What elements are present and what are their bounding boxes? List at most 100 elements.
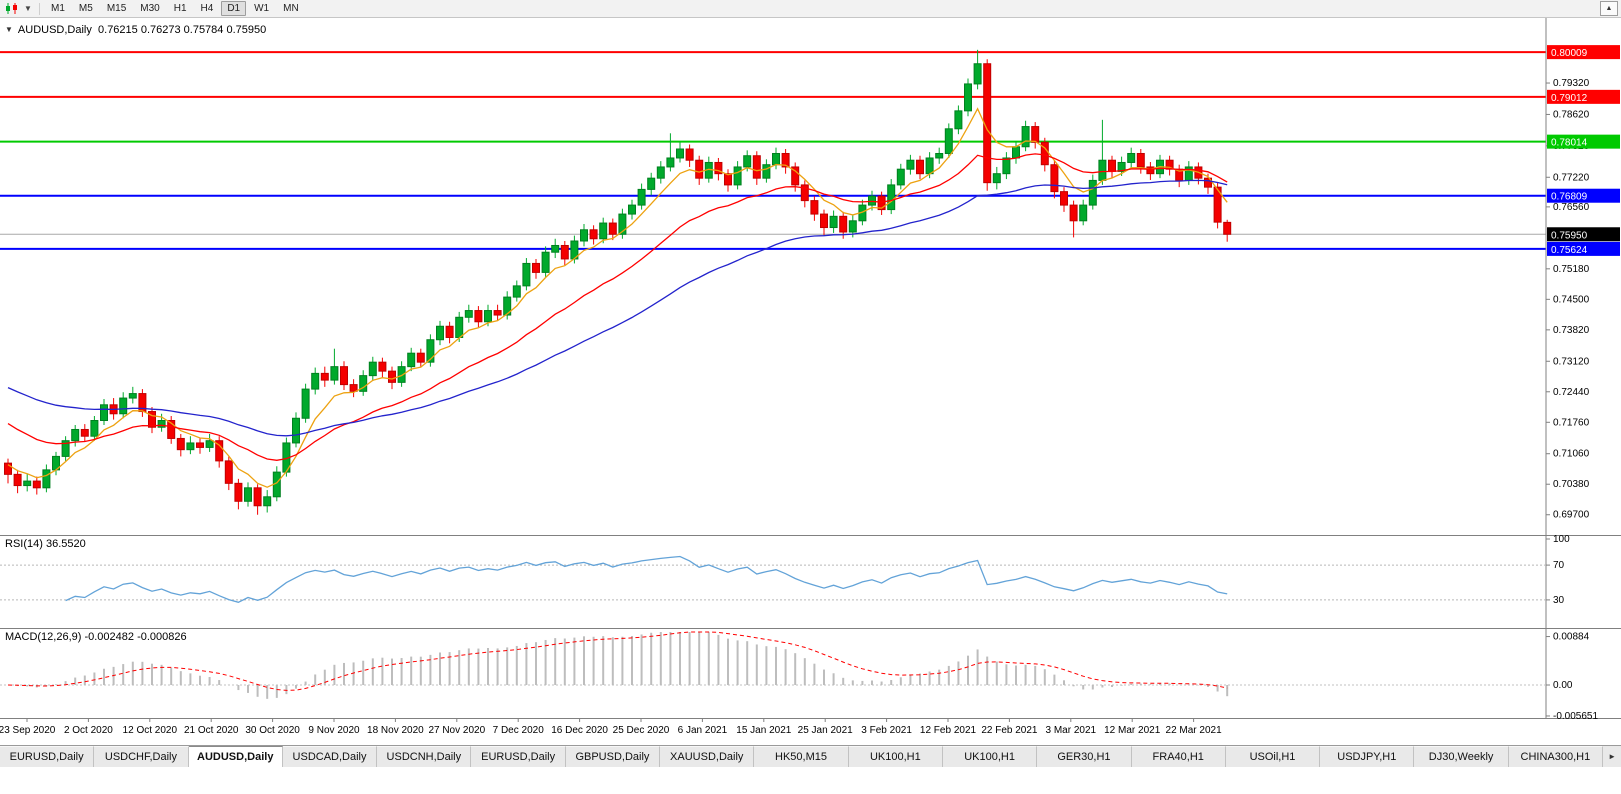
timeframe-button-d1[interactable]: D1 (221, 1, 247, 16)
price-chart-canvas[interactable]: 0.793200.786200.779200.772200.765600.751… (0, 18, 1621, 745)
symbol-tab-eurusd-daily[interactable]: EURUSD,Daily (471, 746, 566, 767)
y-axis-tick-label: 0.71060 (1553, 449, 1590, 460)
candle-body (589, 229, 598, 240)
candle-body (733, 166, 742, 186)
candlestick-chart-icon[interactable] (3, 1, 21, 16)
candle-body (848, 220, 857, 233)
candle-body (157, 420, 166, 428)
macd-tick-label: -0.005651 (1553, 711, 1598, 722)
candle-body (1223, 221, 1232, 235)
candle-body (484, 310, 492, 323)
symbol-tab-eurusd-daily[interactable]: EURUSD,Daily (0, 746, 95, 767)
candle-body (1069, 204, 1078, 222)
candle-body (100, 404, 108, 422)
symbol-tab-usdcnh-daily[interactable]: USDCNH,Daily (377, 746, 472, 767)
y-axis-tick-label: 0.76560 (1553, 202, 1590, 213)
symbol-tab-uk100-h1[interactable]: UK100,H1 (848, 746, 943, 767)
symbol-tab-dj30-weekly[interactable]: DJ30,Weekly (1414, 746, 1509, 767)
timeframe-button-w1[interactable]: W1 (254, 3, 270, 14)
candle-body (407, 352, 416, 368)
candle-body (868, 195, 876, 206)
candle-body (896, 168, 905, 186)
symbol-tab-usoil-h1[interactable]: USOil,H1 (1225, 746, 1321, 767)
candle-body (397, 366, 406, 383)
symbol-tab-usdcad-daily[interactable]: USDCAD,Daily (282, 746, 378, 767)
timeframe-button-h1[interactable]: H1 (173, 3, 187, 14)
candle-body (676, 148, 684, 159)
candle-body (1136, 152, 1145, 168)
candle-body (1012, 146, 1020, 159)
y-axis-tick-label: 0.74500 (1553, 294, 1590, 305)
symbol-tab-fra40-h1[interactable]: FRA40,H1 (1131, 746, 1226, 767)
y-axis-tick-label: 0.79320 (1553, 78, 1590, 89)
timeframe-button-h4[interactable]: H4 (200, 3, 214, 14)
price-badge (1547, 227, 1620, 242)
candle-body (887, 184, 896, 211)
candle-body (772, 152, 780, 166)
x-axis-date-label: 9 Nov 2020 (308, 725, 360, 736)
symbol-tab-ger30-h1[interactable]: GER30,H1 (1037, 746, 1132, 767)
y-axis-tick-label: 0.69700 (1553, 510, 1590, 521)
candle-body (128, 393, 137, 399)
x-axis-date-label: 25 Dec 2020 (613, 725, 670, 736)
price-badge-label: 0.78014 (1551, 138, 1588, 149)
candle-body (320, 372, 329, 381)
x-axis-date-label: 12 Feb 2021 (920, 725, 977, 736)
symbol-tab-usdjpy-h1[interactable]: USDJPY,H1 (1320, 746, 1415, 767)
y-axis-tick-label: 0.77220 (1553, 172, 1590, 183)
candle-body (637, 188, 646, 206)
macd-tick-label: 0.00884 (1553, 632, 1590, 643)
candle-body (724, 173, 732, 186)
timeframe-button-m30[interactable]: M30 (140, 3, 160, 14)
candlestick-chart-icon-glyph (6, 3, 17, 14)
chevron-down-icon[interactable]: ▼ (24, 4, 32, 13)
candle-body (1098, 159, 1107, 181)
x-axis-date-label: 21 Oct 2020 (184, 725, 239, 736)
price-badge-label: 0.76809 (1551, 192, 1588, 203)
candle-body (215, 440, 224, 462)
candle-body (580, 229, 588, 242)
timeframe-button-m1[interactable]: M1 (51, 3, 65, 14)
candle-body (436, 325, 444, 341)
timeframe-button-mn[interactable]: MN (283, 3, 299, 14)
candle-body (205, 440, 214, 448)
candle-body (23, 480, 32, 487)
price-badge-label: 0.79012 (1551, 93, 1588, 104)
candle-body (368, 361, 377, 377)
candle-body (685, 148, 694, 161)
symbol-tab-hk50-m15[interactable]: HK50,M15 (754, 746, 849, 767)
candle-body (1002, 157, 1011, 175)
candle-body (90, 420, 99, 437)
timeframe-button-m5[interactable]: M5 (78, 3, 93, 14)
y-axis-tick-label: 0.78620 (1553, 109, 1590, 120)
x-axis-date-label: 27 Nov 2020 (428, 725, 485, 736)
x-axis-date-label: 3 Mar 2021 (1046, 725, 1097, 736)
candle-body (503, 296, 512, 316)
tab-scroll-right-icon[interactable]: ► (1603, 746, 1621, 767)
timeframe-button-m15[interactable]: M15 (106, 3, 127, 14)
symbol-tab-usdchf-daily[interactable]: USDCHF,Daily (94, 746, 189, 767)
symbol-tab-gbpusd-daily[interactable]: GBPUSD,Daily (565, 746, 661, 767)
candle-body (791, 166, 800, 186)
candle-body (1079, 204, 1088, 222)
rsi-tick-label: 70 (1553, 560, 1565, 571)
x-axis-date-label: 6 Jan 2021 (678, 725, 728, 736)
symbol-tab-china300-h1[interactable]: CHINA300,H1 (1508, 746, 1604, 767)
dock-panel-icon[interactable]: ▲ (1600, 1, 1618, 16)
candle-body (743, 155, 752, 168)
candle-body (925, 157, 934, 175)
price-badge-label: 0.80009 (1551, 48, 1588, 59)
candle-body (176, 437, 185, 451)
candle-body (234, 482, 243, 502)
candle-body (292, 417, 300, 444)
candle-body (560, 244, 569, 260)
symbol-tab-xauusd-daily[interactable]: XAUUSD,Daily (660, 746, 755, 767)
symbol-tab-uk100-h1[interactable]: UK100,H1 (942, 746, 1038, 767)
candle-body (244, 487, 252, 502)
price-badge-label: 0.75950 (1551, 230, 1588, 241)
rsi-line (65, 555, 1228, 603)
candle-body (80, 428, 89, 437)
symbol-tab-audusd-daily[interactable]: AUDUSD,Daily (188, 746, 283, 767)
candle-body (224, 460, 233, 484)
